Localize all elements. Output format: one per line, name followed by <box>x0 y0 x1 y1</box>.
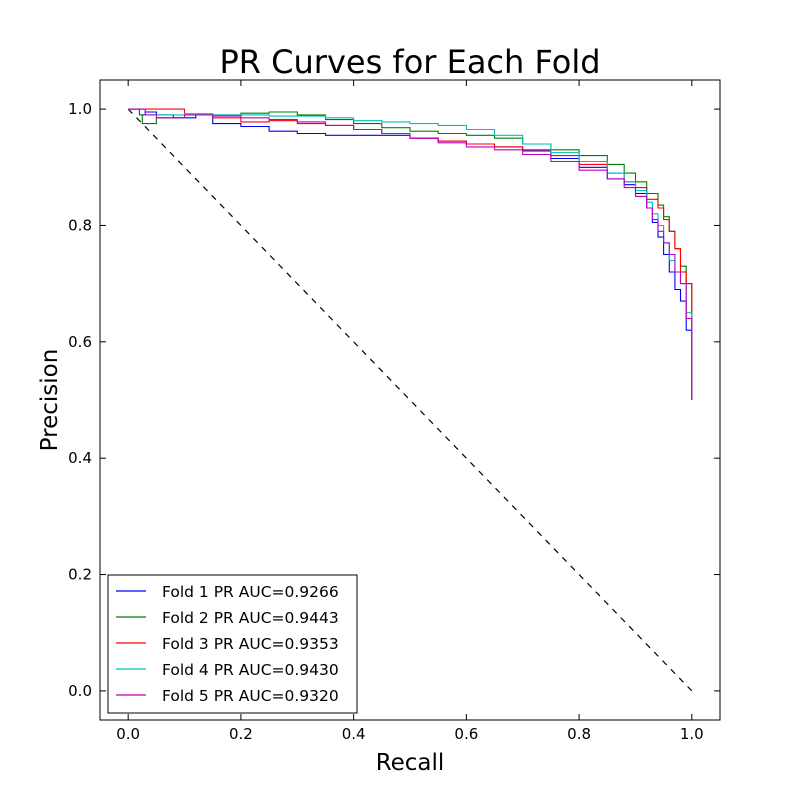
x-tick-label: 0.6 <box>454 725 478 743</box>
y-tick-label: 1.0 <box>68 100 92 118</box>
baseline-layer <box>127 108 693 692</box>
x-axis: 0.0 0.2 0.4 0.6 0.8 1.0 <box>116 80 704 743</box>
y-tick-label: 0.8 <box>68 216 92 234</box>
chart-title: PR Curves for Each Fold <box>219 43 600 81</box>
x-tick-label: 0.8 <box>567 725 591 743</box>
series-line-fold-1 <box>128 108 693 400</box>
y-axis-label: Precision <box>37 349 63 452</box>
legend-label-fold-2: Fold 2 PR AUC=0.9443 <box>162 609 339 627</box>
legend: Fold 1 PR AUC=0.9266 Fold 2 PR AUC=0.9443… <box>107 574 358 714</box>
series-layer <box>128 108 693 400</box>
plot-frame <box>99 79 721 721</box>
x-axis-label: Recall <box>376 750 445 776</box>
y-axis: 0.0 0.2 0.4 0.6 0.8 1.0 <box>68 100 720 700</box>
legend-label-fold-4: Fold 4 PR AUC=0.9430 <box>162 661 339 679</box>
x-tick-label: 1.0 <box>680 725 704 743</box>
y-tick-label: 0.0 <box>68 682 92 700</box>
series-line-fold-5 <box>128 108 693 400</box>
legend-label-fold-1: Fold 1 PR AUC=0.9266 <box>162 583 339 601</box>
y-tick-label: 0.6 <box>68 333 92 351</box>
plot-area <box>127 108 693 692</box>
series-line-fold-3 <box>128 108 693 400</box>
x-tick-label: 0.0 <box>116 725 140 743</box>
x-tick-label: 0.4 <box>342 725 366 743</box>
y-tick-label: 0.2 <box>68 566 92 584</box>
legend-box <box>107 574 358 714</box>
y-tick-label: 0.4 <box>68 449 92 467</box>
series-line-fold-4 <box>128 108 693 400</box>
x-tick-label: 0.2 <box>229 725 253 743</box>
series-line-fold-2 <box>128 108 693 400</box>
baseline-line <box>127 108 693 692</box>
legend-label-fold-3: Fold 3 PR AUC=0.9353 <box>162 635 339 653</box>
legend-label-fold-5: Fold 5 PR AUC=0.9320 <box>162 687 339 705</box>
